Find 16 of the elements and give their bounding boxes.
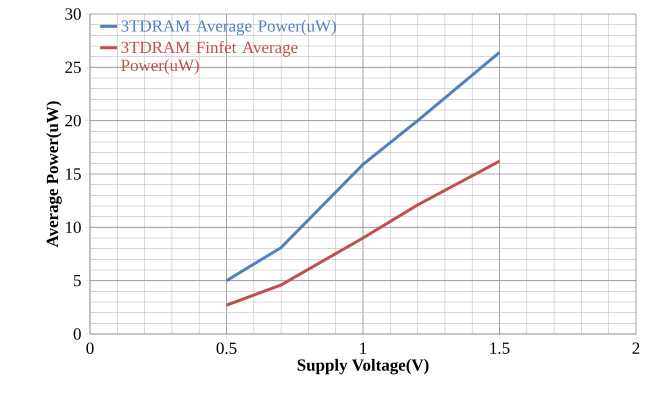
x-tick-label: 2	[632, 342, 640, 354]
line-series	[225, 160, 502, 307]
y-tick-label: 5	[74, 275, 81, 286]
y-axis-title: Average Power(uW)	[46, 101, 62, 248]
x-axis-title: Supply Voltage(V)	[298, 358, 429, 374]
x-tick-label: 0.5	[216, 342, 236, 354]
legend-label: 3TDRAM Average Power(uW)	[121, 20, 336, 36]
y-tick-label: 25	[65, 62, 81, 74]
y-tick-label: 20	[65, 114, 81, 126]
x-tick-label: 0	[86, 342, 94, 354]
y-tick-label: 15	[66, 168, 81, 180]
y-tick-label: 10	[66, 222, 81, 234]
x-tick-label: 1.5	[490, 342, 510, 354]
y-tick-label: 0	[74, 328, 81, 340]
y-tick-label: 30	[65, 8, 81, 20]
x-tick-label: 1	[360, 342, 366, 354]
